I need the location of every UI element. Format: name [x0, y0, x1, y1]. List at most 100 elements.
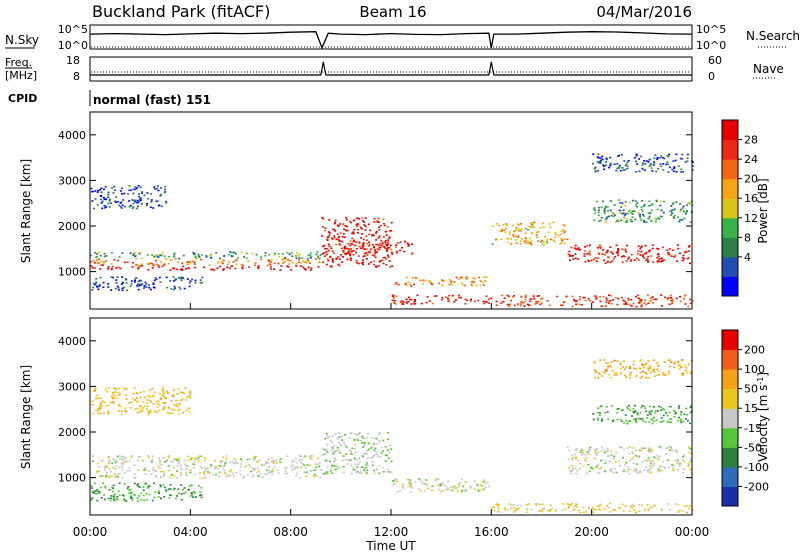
- echo-cell-band-1: [92, 492, 95, 494]
- echo-cell-band-0: [283, 472, 286, 475]
- echo-cell-band-5: [337, 238, 339, 241]
- echo-cell-band-12: [626, 218, 629, 220]
- echo-cell-band-7: [659, 421, 662, 423]
- echo-cell-band-4: [410, 483, 413, 485]
- echo-cell-band-5: [548, 510, 551, 512]
- echo-cell-band-0: [143, 467, 146, 469]
- echo-cell-band-3: [340, 444, 343, 447]
- echo-cell-band-9: [537, 295, 540, 297]
- echo-cell-band-6: [600, 466, 603, 469]
- echo-cell-band-11: [651, 247, 654, 250]
- echo-cell-band-1: [181, 262, 184, 265]
- echo-cell-band-0: [159, 467, 162, 470]
- echo-cell-band-13: [682, 171, 684, 173]
- echo-cell-band-6: [351, 250, 354, 252]
- echo-cell-band-12: [643, 215, 645, 217]
- echo-cell-band-3: [173, 285, 176, 288]
- echo-cell-band-11: [659, 260, 662, 263]
- echo-cell-band-10: [500, 228, 503, 231]
- echo-cell-band-0: [169, 476, 172, 478]
- colorbar-swatch: [722, 217, 738, 238]
- echo-cell-band-8: [453, 281, 456, 283]
- echo-cell-band-0: [198, 455, 201, 457]
- echo-cell-band-2: [264, 252, 267, 254]
- echo-cell-band-8: [464, 284, 467, 287]
- echo-cell-band-8: [475, 284, 478, 287]
- echo-cell-band-1: [96, 489, 99, 491]
- echo-cell-band-0: [219, 465, 222, 467]
- echo-cell-band-7: [634, 410, 637, 412]
- echo-cell-band-1: [96, 262, 99, 265]
- echo-cell-band-3: [354, 458, 356, 461]
- echo-cell-band-6: [367, 251, 370, 254]
- echo-cell-band-3: [117, 287, 120, 289]
- echo-cell-band-8: [656, 362, 659, 364]
- echo-cell-band-13: [639, 155, 642, 158]
- echo-cell-band-2: [112, 391, 115, 394]
- echo-cell-band-13: [691, 165, 694, 167]
- echo-cell-band-13: [596, 156, 599, 158]
- echo-cell-band-6: [619, 446, 622, 449]
- echo-cell-band-2: [177, 387, 180, 390]
- echo-cell-band-6: [635, 469, 638, 471]
- echo-cell-band-3: [371, 464, 374, 467]
- echo-cell-band-3: [366, 469, 369, 472]
- echo-cell-band-5: [562, 503, 565, 505]
- echo-cell-band-1: [254, 264, 257, 266]
- echo-cell-band-9: [533, 298, 536, 300]
- echo-cell-band-10: [524, 227, 527, 230]
- echo-cell-band-1: [266, 264, 269, 267]
- echo-cell-band-3: [137, 283, 139, 285]
- echo-cell-band-7: [405, 298, 408, 301]
- echo-cell-band-6: [648, 468, 651, 471]
- echo-cell-band-1: [305, 261, 308, 264]
- echo-cell-band-0: [290, 269, 293, 271]
- echo-cell-band-3: [357, 463, 360, 465]
- echo-cell-band-8: [648, 376, 651, 379]
- echo-cell-band-4: [445, 485, 448, 488]
- echo-cell-band-11: [657, 255, 660, 258]
- echo-cell-band-13: [599, 157, 602, 160]
- echo-cell-band-4: [160, 187, 162, 189]
- echo-cell-band-2: [107, 411, 110, 413]
- echo-cell-band-2: [140, 257, 143, 260]
- echo-cell-band-10: [516, 227, 519, 229]
- echo-cell-band-6: [679, 462, 682, 464]
- echo-cell-band-6: [588, 453, 591, 456]
- echo-cell-band-6: [649, 467, 652, 470]
- echo-cell-band-1: [170, 259, 173, 261]
- echo-cell-band-2: [99, 254, 102, 257]
- echo-cell-band-11: [599, 244, 601, 246]
- echo-cell-band-1: [127, 485, 130, 488]
- echo-cell-band-6: [636, 463, 639, 465]
- echo-cell-band-9: [575, 300, 578, 303]
- echo-cell-band-9: [610, 303, 613, 305]
- echo-cell-band-8: [639, 377, 642, 379]
- echo-cell-band-6: [648, 459, 651, 461]
- echo-cell-band-10: [530, 222, 533, 224]
- echo-cell-band-12: [672, 201, 675, 204]
- echo-cell-band-8: [687, 363, 690, 366]
- echo-cell-band-13: [616, 155, 619, 157]
- echo-cell-band-2: [109, 401, 112, 404]
- echo-cell-band-2: [129, 407, 132, 409]
- echo-cell-band-3: [120, 283, 123, 286]
- echo-cell-band-11: [684, 251, 687, 254]
- colorbar-swatch: [722, 369, 738, 390]
- echo-cell-band-4: [485, 486, 487, 489]
- echo-cell-band-6: [600, 446, 603, 449]
- echo-cell-band-1: [220, 261, 223, 263]
- echo-cell-band-2: [169, 412, 172, 415]
- echo-cell-band-1: [180, 484, 183, 486]
- echo-cell-band-0: [256, 467, 259, 469]
- echo-cell-band-6: [610, 467, 613, 470]
- echo-cell-band-0: [268, 466, 271, 468]
- echo-cell-band-8: [414, 276, 417, 279]
- echo-cell-band-0: [157, 466, 160, 468]
- echo-cell-band-7: [632, 407, 635, 410]
- echo-cell-band-10: [559, 233, 562, 236]
- echo-cell-band-1: [170, 494, 173, 497]
- echo-cell-band-9: [580, 303, 583, 306]
